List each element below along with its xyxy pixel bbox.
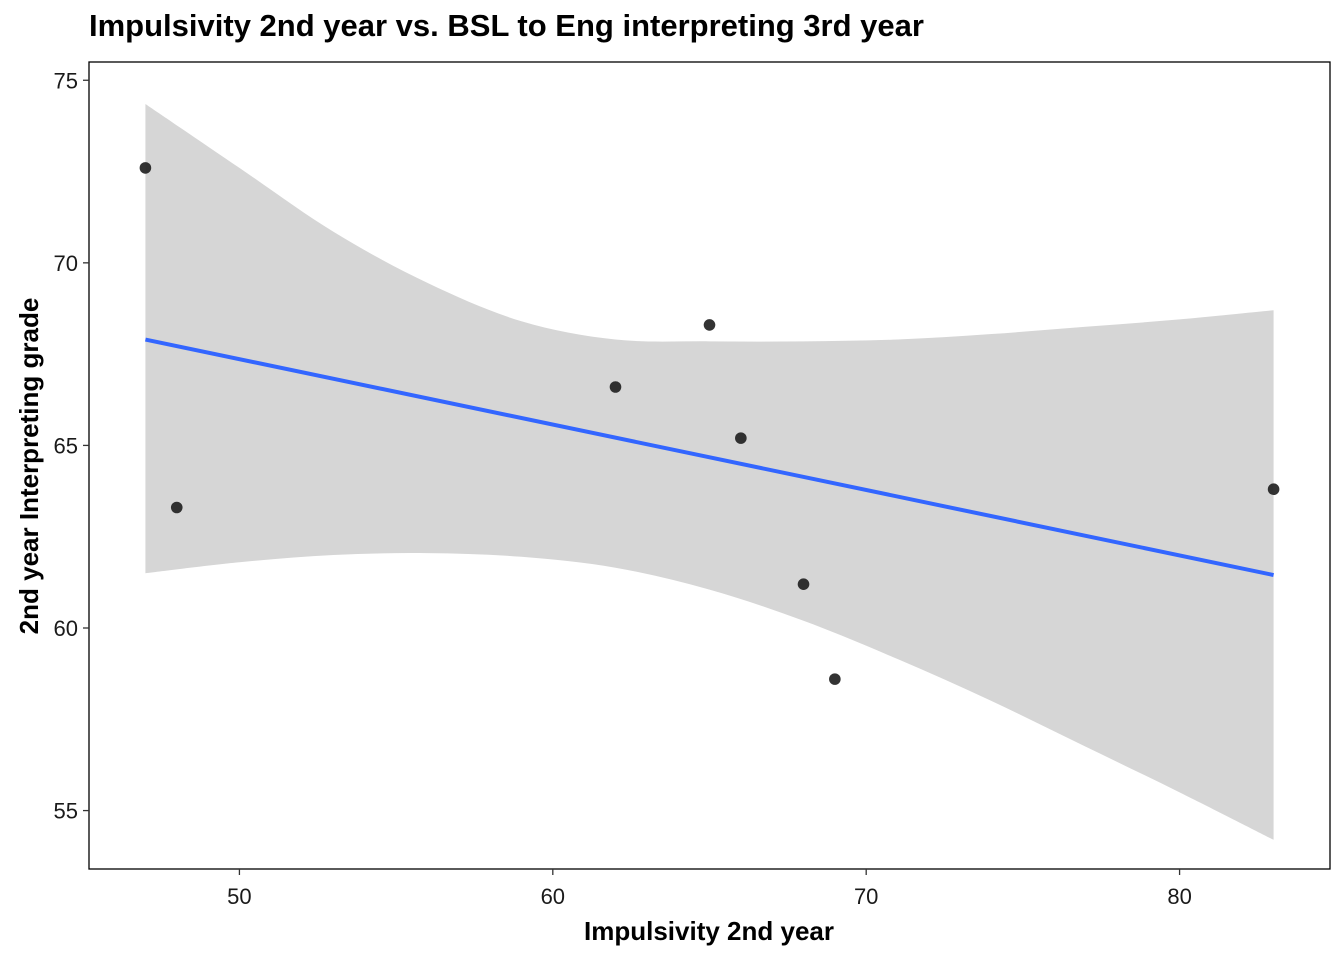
data-point-7 (829, 673, 841, 685)
panel-border (88, 61, 1331, 870)
fit-line (145, 337, 1274, 578)
data-point-1 (139, 162, 152, 174)
x-axis-title: Impulsivity 2nd year (584, 916, 834, 946)
y-tick-label: 55 (54, 799, 78, 824)
confidence-band (145, 103, 1274, 840)
x-tick-label: 80 (1167, 884, 1191, 909)
axes-layer: 50 60 70 80 55 60 65 70 75 (54, 68, 1192, 909)
confidence-band-layer (145, 103, 1274, 840)
data-point-3 (609, 381, 622, 393)
data-point-6 (797, 578, 810, 590)
data-point-5 (735, 432, 747, 444)
y-axis-title: 2nd year Interpreting grade (14, 298, 44, 635)
data-point-4 (703, 319, 716, 331)
x-tick-label: 50 (227, 884, 251, 909)
x-tick-label: 70 (854, 884, 878, 909)
chart-title: Impulsivity 2nd year vs. BSL to Eng inte… (89, 8, 924, 43)
y-tick-label: 60 (54, 616, 78, 641)
fit-line-layer (145, 337, 1274, 578)
x-tick-label: 60 (541, 884, 565, 909)
y-tick-label: 70 (54, 251, 78, 276)
y-tick-label: 65 (54, 433, 78, 458)
data-point-8 (1267, 483, 1280, 496)
data-point-2 (170, 501, 183, 514)
points-layer (139, 162, 1280, 685)
y-tick-label: 75 (54, 68, 78, 93)
